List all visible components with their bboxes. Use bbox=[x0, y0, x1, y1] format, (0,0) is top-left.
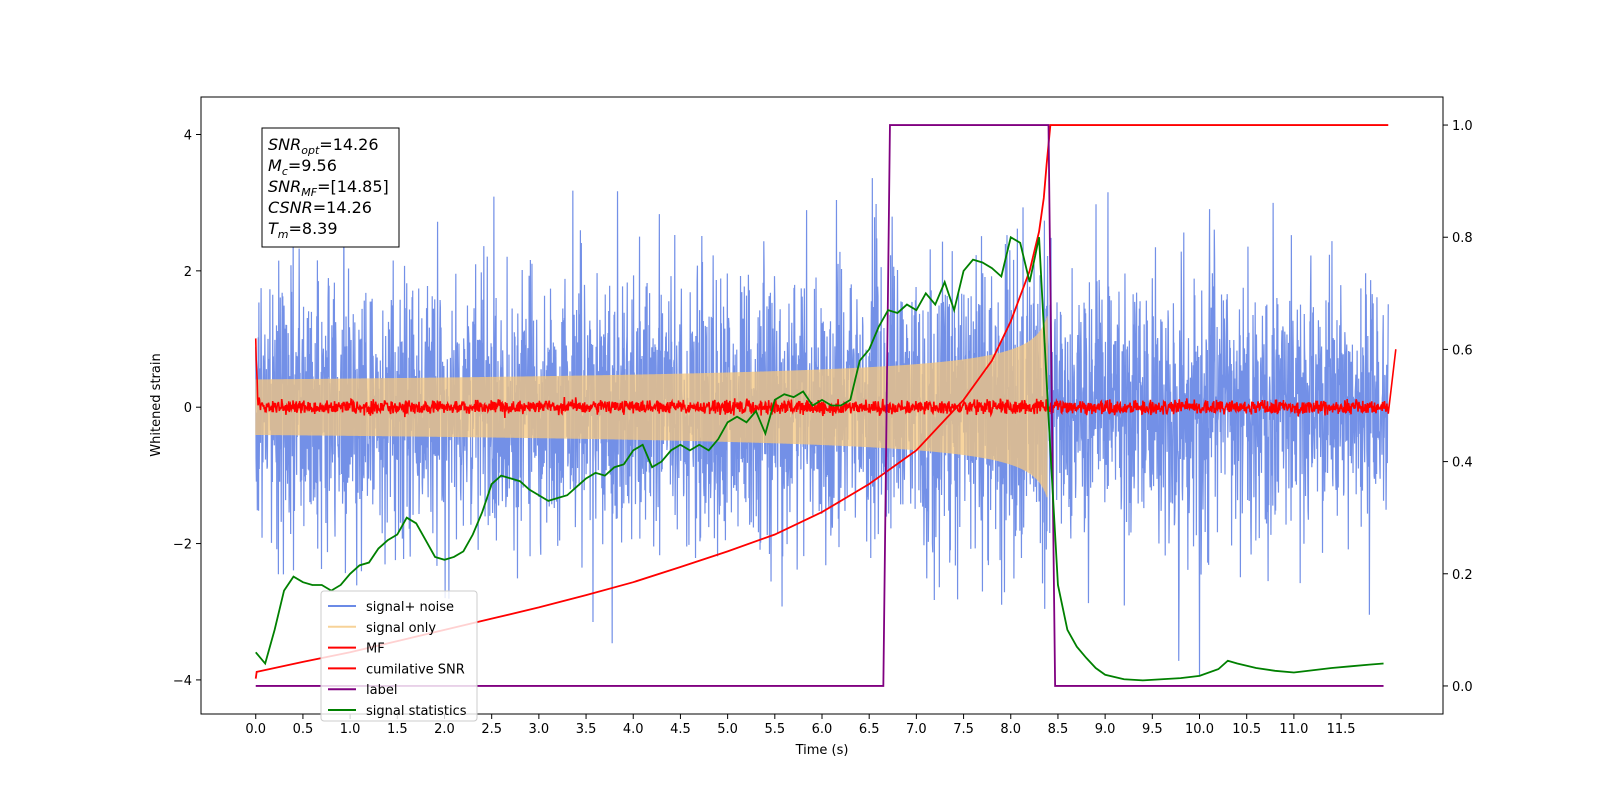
annotation-line: Mc=9.56 bbox=[268, 156, 337, 178]
y-tick-label: 2 bbox=[184, 265, 192, 280]
y-axis-title: Whitened strain bbox=[149, 353, 164, 456]
legend-frame bbox=[320, 590, 478, 722]
y-axis-right: 0.0 0.2 0.4 0.6 0.8 1.0 bbox=[1443, 119, 1473, 695]
y-tick-label: 4 bbox=[184, 128, 192, 143]
x-tick-label: 1.5 bbox=[387, 722, 408, 737]
legend-label: signal statistics bbox=[366, 704, 467, 719]
annotation-line: SNRopt=14.26 bbox=[268, 135, 379, 157]
annotation-line: CSNR=14.26 bbox=[268, 198, 372, 217]
x-tick-label: 9.5 bbox=[1142, 722, 1163, 737]
y-tick-label: −4 bbox=[173, 674, 192, 689]
x-tick-label: 2.5 bbox=[481, 722, 502, 737]
y-right-tick-label: 0.0 bbox=[1452, 680, 1473, 695]
x-tick-label: 3.5 bbox=[576, 722, 597, 737]
x-tick-label: 5.5 bbox=[764, 722, 785, 737]
y-tick-label: −2 bbox=[173, 538, 192, 553]
x-tick-label: 6.0 bbox=[812, 722, 833, 737]
annotation-line: Tm=8.39 bbox=[268, 219, 338, 241]
x-axis: 0.0 0.5 1.0 1.5 2.0 2.5 3.0 3.5 4.0 4.5 5.0 5.5 6.0 6… bbox=[245, 714, 1356, 737]
legend-label: signal only bbox=[366, 621, 436, 636]
y-axis-left: −4 −2 0 2 4 bbox=[173, 128, 201, 689]
y-right-tick-label: 0.2 bbox=[1452, 568, 1473, 583]
x-axis-title: Time (s) bbox=[795, 743, 849, 758]
x-tick-label: 10.5 bbox=[1232, 722, 1261, 737]
legend-label: signal+ noise bbox=[366, 600, 454, 615]
x-tick-label: 3.0 bbox=[529, 722, 550, 737]
y-right-tick-label: 0.8 bbox=[1452, 231, 1473, 246]
x-tick-label: 0.0 bbox=[245, 722, 266, 737]
x-tick-label: 9.0 bbox=[1095, 722, 1116, 737]
x-tick-label: 8.0 bbox=[1000, 722, 1021, 737]
x-tick-label: 4.5 bbox=[670, 722, 691, 737]
y-right-tick-label: 0.6 bbox=[1452, 343, 1473, 358]
legend-label: MF bbox=[366, 642, 385, 657]
x-tick-label: 10.0 bbox=[1185, 722, 1214, 737]
x-tick-label: 1.0 bbox=[340, 722, 361, 737]
annotation-frame bbox=[261, 127, 400, 248]
x-tick-label: 8.5 bbox=[1048, 722, 1069, 737]
y-tick-label: 0 bbox=[184, 401, 192, 416]
x-tick-label: 11.0 bbox=[1279, 722, 1308, 737]
legend-label: cumilative SNR bbox=[366, 662, 465, 677]
x-tick-label: 4.0 bbox=[623, 722, 644, 737]
x-tick-label: 7.5 bbox=[953, 722, 974, 737]
legend: signal+ noise signal only MF cumilative SNR… bbox=[320, 590, 478, 722]
legend-label: label bbox=[366, 683, 397, 698]
y-right-tick-label: 1.0 bbox=[1452, 119, 1473, 134]
annotation-box: SNRopt=14.26Mc=9.56SNRMF=[14.85]CSNR=14.… bbox=[261, 127, 400, 248]
series-mf bbox=[254, 338, 1397, 419]
annotation-line: SNRMF=[14.85] bbox=[268, 177, 389, 199]
x-tick-label: 5.0 bbox=[717, 722, 738, 737]
y-right-tick-label: 0.4 bbox=[1452, 456, 1473, 471]
x-tick-label: 11.5 bbox=[1327, 722, 1356, 737]
series-label bbox=[255, 124, 1384, 687]
series-signal-statistics bbox=[255, 235, 1384, 682]
x-tick-label: 6.5 bbox=[859, 722, 880, 737]
x-tick-label: 2.0 bbox=[434, 722, 455, 737]
x-tick-label: 7.0 bbox=[906, 722, 927, 737]
x-tick-label: 0.5 bbox=[293, 722, 314, 737]
